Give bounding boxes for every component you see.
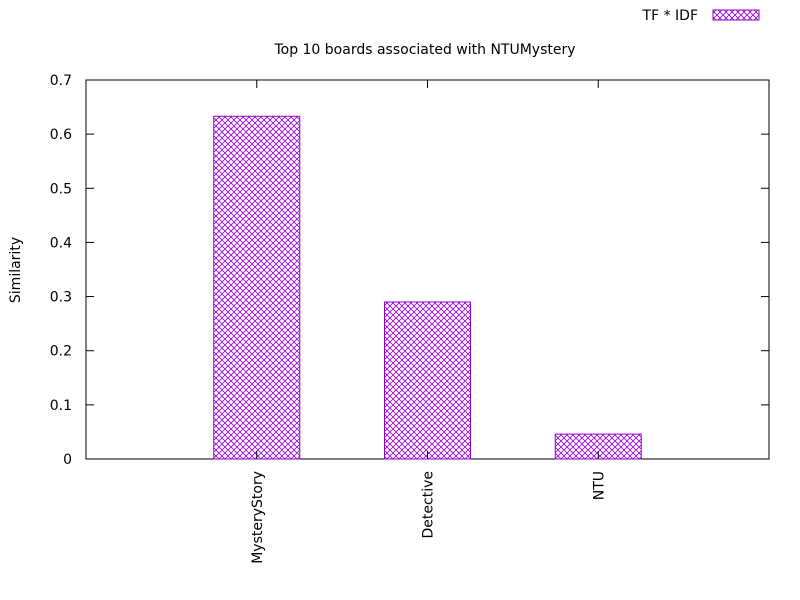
x-axis-tick-labels: MysteryStory Detective NTU — [250, 80, 607, 564]
bar-mysterystory — [213, 115, 301, 460]
bars — [213, 115, 642, 460]
legend-label: TF * IDF — [642, 8, 698, 24]
legend-swatch — [712, 9, 760, 21]
y-axis-label: Similarity — [8, 237, 24, 303]
x-tick-label: MysteryStory — [250, 471, 266, 564]
y-tick-label: 0.3 — [50, 290, 72, 306]
y-tick-label: 0.4 — [50, 235, 72, 251]
y-tick-label: 0.5 — [50, 181, 72, 197]
y-axis-ticks: 0 0.1 0.2 0.3 0.4 0.5 0.6 0.7 — [50, 73, 769, 468]
y-tick-label: 0.1 — [50, 398, 72, 414]
x-tick-label: NTU — [591, 471, 607, 500]
legend: TF * IDF — [642, 8, 760, 24]
x-tick-label: Detective — [421, 471, 437, 538]
bar-detective — [384, 301, 471, 460]
y-tick-label: 0.2 — [50, 344, 72, 360]
y-tick-label: 0.7 — [50, 73, 72, 89]
y-tick-label: 0 — [63, 452, 72, 468]
chart-title: Top 10 boards associated with NTUMystery — [273, 42, 575, 58]
y-tick-label: 0.6 — [50, 127, 72, 143]
